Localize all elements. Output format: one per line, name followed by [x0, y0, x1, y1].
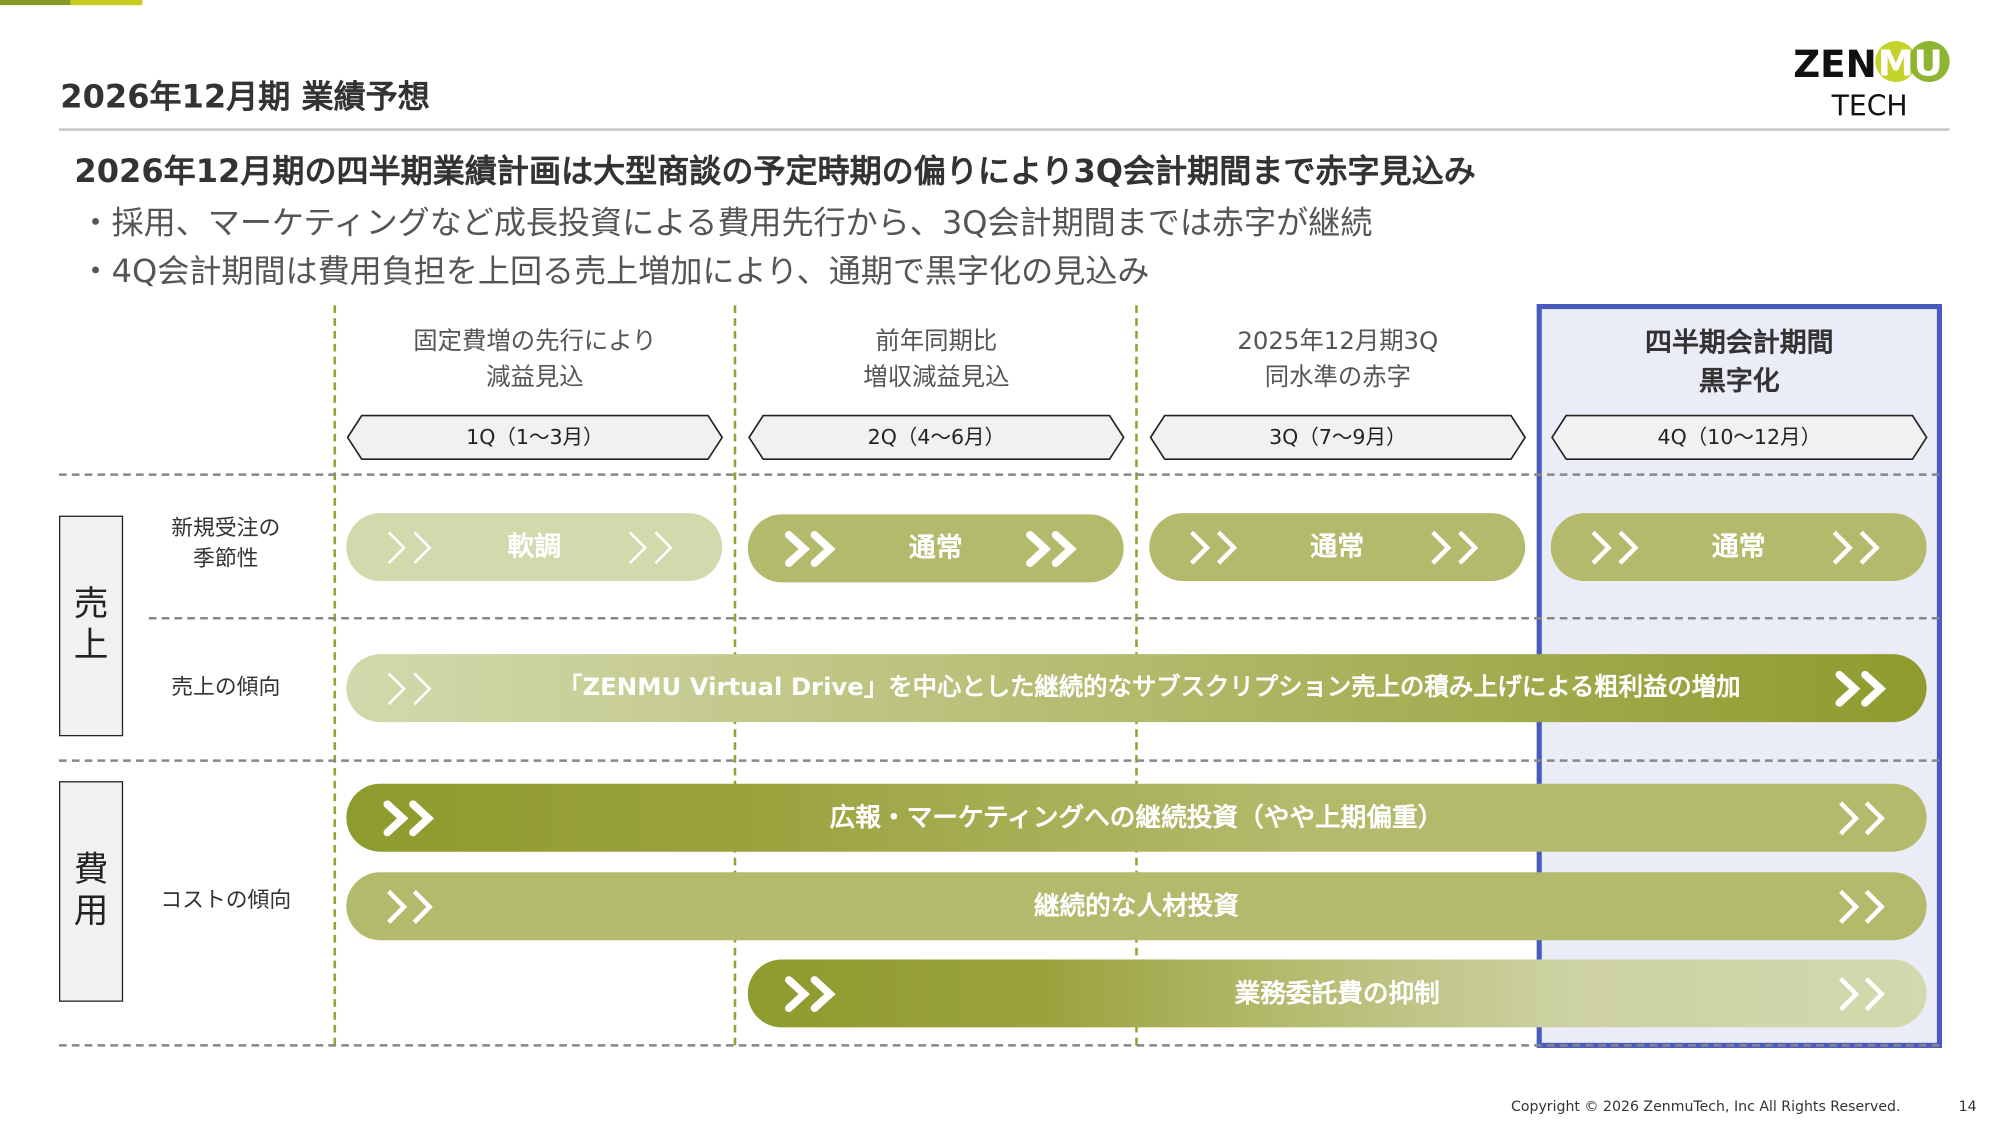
personnel-text: 継続的な人材投資 — [1033, 890, 1240, 921]
q4-note-line: 黒字化 — [1698, 365, 1780, 397]
seasonality-text: 通常 — [1711, 531, 1766, 562]
chevron-double-right-icon — [628, 531, 673, 565]
q4-note: 四半期会計期間 黒字化 — [1551, 323, 1928, 400]
row-label-line: 季節性 — [193, 546, 259, 573]
costs-section-label: 費用 — [59, 781, 124, 1002]
chevron-double-right-icon — [387, 672, 432, 706]
quarter-label-q1: 1Q（1～3月） — [346, 414, 724, 461]
q2-note-line: 前年同期比 — [875, 327, 998, 356]
svg-text:MU: MU — [1878, 44, 1943, 85]
q3-note-line: 同水準の赤字 — [1264, 363, 1411, 392]
quarter-text: 1Q（1～3月） — [466, 424, 604, 449]
chevron-double-right-icon — [383, 800, 435, 837]
seasonality-bar-q1: 軟調 — [346, 513, 723, 582]
sales-char: 売 — [73, 584, 109, 625]
quarter-label-q2: 2Q（4～6月） — [748, 414, 1125, 461]
chevron-double-right-icon — [387, 531, 432, 565]
outsourcing-text: 業務委託費の抑制 — [1234, 977, 1440, 1009]
q1-note-line: 減益見込 — [486, 363, 584, 392]
q1-note: 固定費増の先行により 減益見込 — [346, 323, 723, 395]
quarter-label-q4: 4Q（10～12月） — [1551, 414, 1928, 461]
sales-char: 上 — [73, 625, 109, 666]
row-divider — [59, 1044, 1940, 1047]
sales-trend-text: 「ZENMU Virtual Drive」を中心とした継続的なサブスクリプション… — [558, 673, 1741, 702]
marketing-text: 広報・マーケティングへの継続投資（やや上期偏重） — [829, 801, 1444, 833]
page-title: 2026年12月期 業績予想 — [60, 78, 430, 116]
page-number: 14 — [1958, 1097, 1977, 1115]
seasonality-text: 軟調 — [507, 531, 562, 562]
costs-char: 用 — [73, 891, 109, 932]
svg-text:ZEN: ZEN — [1793, 42, 1877, 86]
row-divider — [59, 759, 1940, 762]
row-label-line: 新規受注の — [171, 515, 281, 542]
sales-section-label: 売上 — [59, 515, 124, 737]
row-divider — [148, 616, 1940, 620]
accent-bar-dark — [0, 0, 71, 6]
zenmu-tech-logo: ZEN MU TECH — [1793, 41, 1950, 121]
seasonality-text: 通常 — [1310, 531, 1365, 562]
q2-note-line: 増収減益見込 — [863, 363, 1010, 392]
costs-char: 費 — [73, 850, 109, 891]
chevron-double-right-icon — [785, 531, 836, 567]
sales-trend-bar: 「ZENMU Virtual Drive」を中心とした継続的なサブスクリプション… — [346, 654, 1927, 723]
copyright: Copyright © 2026 ZenmuTech, Inc All Righ… — [1511, 1097, 1901, 1115]
quarter-text: 4Q（10～12月） — [1657, 424, 1822, 449]
chevron-double-right-icon — [1431, 530, 1479, 565]
quarter-label-q3: 3Q（7～9月） — [1149, 414, 1527, 461]
row-divider — [59, 473, 1940, 476]
q3-note: 2025年12月期3Q 同水準の赤字 — [1149, 323, 1526, 395]
accent-bar-light — [70, 0, 143, 6]
q4-note-line: 四半期会計期間 — [1645, 327, 1834, 358]
chevron-double-right-icon — [1591, 530, 1639, 565]
seasonality-bar-q4: 通常 — [1550, 513, 1927, 582]
column-divider — [333, 305, 337, 1046]
marketing-investment-bar: 広報・マーケティングへの継続投資（やや上期偏重） — [346, 783, 1927, 852]
headline: 2026年12月期の四半期業績計画は大型商談の予定時期の偏りにより3Q会計期間ま… — [74, 152, 1476, 190]
chevron-double-right-icon — [1190, 530, 1238, 565]
seasonality-text: 通常 — [908, 532, 963, 564]
title-divider — [59, 128, 1950, 131]
personnel-investment-bar: 継続的な人材投資 — [346, 872, 1927, 941]
bullet-2: ・4Q会計期間は費用負担を上回る売上増加により、通期で黒字化の見込み — [79, 252, 1150, 290]
quarter-text: 2Q（4～6月） — [867, 424, 1006, 449]
row-label-seasonality: 新規受注の 季節性 — [136, 513, 316, 575]
row-label-sales-trend: 売上の傾向 — [171, 674, 281, 701]
chevron-double-right-icon — [1839, 889, 1885, 924]
svg-text:TECH: TECH — [1831, 89, 1908, 120]
chevron-double-right-icon — [1839, 977, 1885, 1012]
quarter-text: 3Q（7～9月） — [1269, 424, 1407, 449]
chevron-double-right-icon — [785, 976, 836, 1013]
q1-note-line: 固定費増の先行により — [413, 327, 657, 356]
chevron-double-right-icon — [1832, 530, 1880, 565]
seasonality-bar-q2: 通常 — [747, 514, 1124, 583]
q2-note: 前年同期比増収減益見込 — [748, 323, 1125, 395]
q3-note-line: 2025年12月期3Q — [1237, 327, 1439, 356]
row-label-cost-trend: コストの傾向 — [160, 887, 292, 914]
outsourcing-cost-bar: 業務委託費の抑制 — [747, 959, 1927, 1028]
chevron-double-right-icon — [1839, 801, 1885, 836]
bullet-1: ・採用、マーケティングなど成長投資による費用先行から、3Q会計期間までは赤字が継… — [79, 203, 1373, 242]
chevron-double-right-icon — [1026, 531, 1077, 567]
chevron-double-right-icon — [1835, 670, 1887, 707]
seasonality-bar-q3: 通常 — [1149, 513, 1526, 582]
chevron-double-right-icon — [387, 889, 433, 924]
